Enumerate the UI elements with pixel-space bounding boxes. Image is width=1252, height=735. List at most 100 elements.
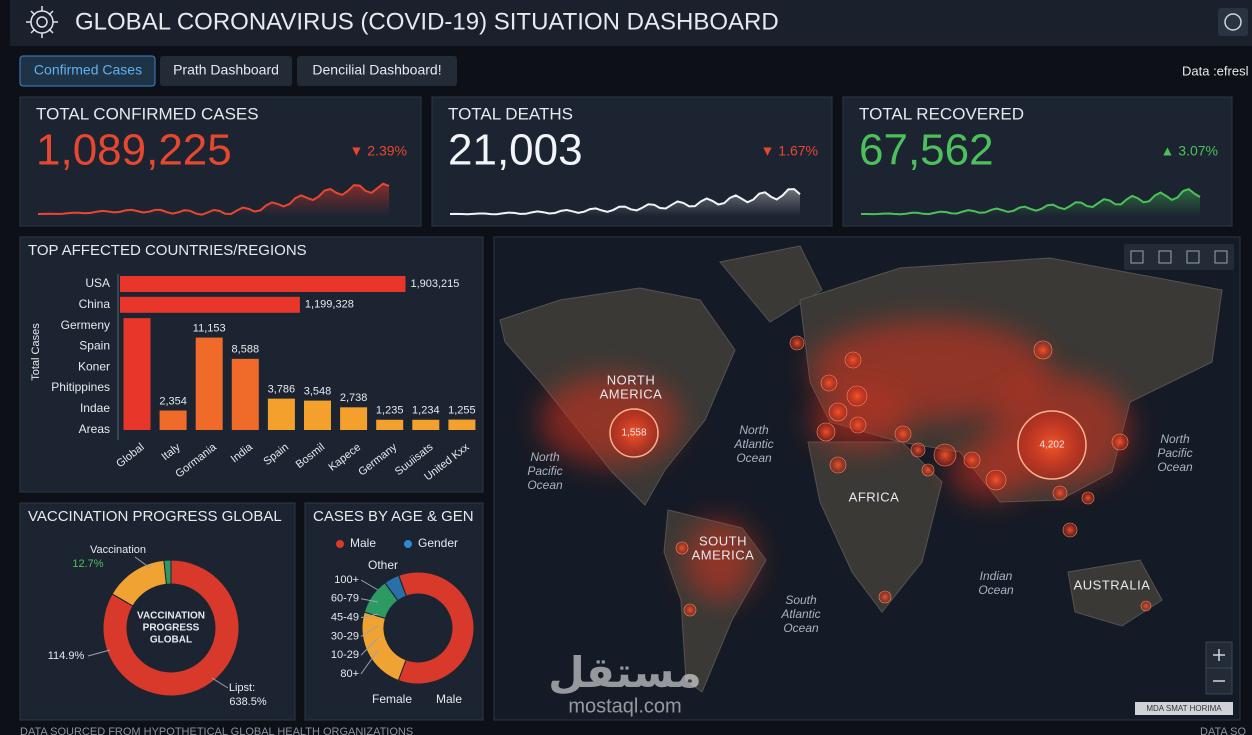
bar bbox=[448, 419, 476, 430]
legend-dot bbox=[336, 540, 344, 548]
ocean-label: Pacific bbox=[1157, 446, 1192, 460]
map-bubble bbox=[894, 425, 912, 443]
value-label: 1,903,215 bbox=[410, 278, 459, 290]
region-label: AFRICA bbox=[849, 489, 900, 504]
bar bbox=[376, 419, 404, 430]
heat-glow bbox=[685, 520, 755, 600]
bubble-label: 1,558 bbox=[621, 428, 646, 439]
slice-label: Vaccination bbox=[90, 544, 146, 556]
value-label: 8,588 bbox=[232, 344, 260, 356]
age-label: 80+ bbox=[340, 668, 359, 680]
bar bbox=[195, 337, 223, 430]
tab-label[interactable]: Prath Dashboard bbox=[173, 62, 279, 78]
ocean-label: South bbox=[785, 593, 817, 607]
sparkline-area bbox=[861, 189, 1200, 216]
sparkline-area bbox=[450, 189, 800, 216]
tab[interactable] bbox=[297, 56, 457, 86]
value-label: 1,235 bbox=[376, 405, 404, 417]
leader-line bbox=[360, 598, 379, 603]
ocean-label: Atlantic bbox=[733, 437, 773, 451]
bar bbox=[412, 419, 440, 430]
dashboard-title: GLOBAL CORONAVIRUS (COVID-19) SITUATION … bbox=[75, 8, 779, 35]
panel-title: TOP AFFECTED COUNTRIES/REGIONS bbox=[28, 242, 307, 259]
attribution-box bbox=[1135, 702, 1233, 715]
tab-active[interactable] bbox=[19, 55, 156, 87]
landmass bbox=[719, 245, 823, 323]
map-bubble bbox=[933, 443, 957, 467]
region-label: AMERICA bbox=[600, 386, 663, 401]
donut-center-label: GLOBAL bbox=[150, 635, 192, 646]
kpi-change: ▲ 3.07% bbox=[1161, 143, 1218, 159]
watermark: mostaql.com bbox=[568, 695, 681, 717]
header-bar bbox=[10, 0, 1252, 46]
kpi-value: 67,562 bbox=[859, 126, 994, 175]
value-label: 3,786 bbox=[268, 384, 296, 396]
kpi-title: TOTAL CONFIRMED CASES bbox=[36, 104, 259, 123]
bar bbox=[120, 276, 406, 292]
refresh-text: Data :efresl bbox=[1182, 63, 1249, 78]
value-label: 11,153 bbox=[193, 322, 226, 334]
region-label: NORTH bbox=[607, 372, 655, 387]
row-label: USA bbox=[85, 276, 110, 290]
map-bubble bbox=[829, 456, 847, 474]
map-bubble-large bbox=[1017, 410, 1087, 480]
bar bbox=[159, 410, 187, 430]
ocean-label: Atlantic bbox=[780, 607, 820, 621]
map-bubble bbox=[789, 335, 805, 351]
kpi-value: 21,003 bbox=[448, 126, 583, 175]
bar bbox=[267, 398, 295, 430]
map-tool-button[interactable] bbox=[1186, 250, 1200, 264]
globe-button[interactable] bbox=[1218, 8, 1248, 36]
ocean-label: North bbox=[530, 450, 560, 464]
region-label: AUSTRALIA bbox=[1074, 577, 1151, 592]
map-toolbar bbox=[1124, 244, 1234, 270]
tab-label[interactable]: Dencilial Dashboard! bbox=[312, 62, 441, 78]
slice-label: Lipst: bbox=[229, 682, 255, 694]
map-tool-button[interactable] bbox=[1130, 250, 1144, 264]
kpi-title: TOTAL RECOVERED bbox=[859, 104, 1024, 123]
tab[interactable] bbox=[160, 56, 292, 86]
sparkline bbox=[37, 182, 390, 216]
map-bubble bbox=[1140, 600, 1152, 612]
map-bubble bbox=[910, 442, 926, 458]
leader-line bbox=[360, 649, 379, 675]
value-label: 1,199,328 bbox=[305, 299, 354, 311]
panel-title: CASES BY AGE & GEN bbox=[313, 508, 474, 525]
value-label: 1,234 bbox=[412, 405, 440, 417]
map-bubble-large bbox=[609, 408, 659, 458]
age-label: Other bbox=[368, 558, 398, 572]
slice-value: 12.7% bbox=[72, 558, 103, 570]
leader-line bbox=[360, 613, 379, 619]
kpi-change: ▼ 1.67% bbox=[761, 143, 818, 159]
region-label: SOUTH bbox=[699, 533, 747, 548]
legend-dot bbox=[404, 540, 412, 548]
region-label: AMERICA bbox=[692, 547, 755, 562]
y-axis-label: Total Cases bbox=[30, 323, 42, 381]
bar bbox=[340, 407, 368, 430]
zoom-out-button[interactable] bbox=[1205, 667, 1233, 695]
donut-segment bbox=[397, 571, 475, 685]
map-bubble bbox=[1081, 491, 1095, 505]
row-label: Areas bbox=[79, 422, 110, 436]
kpi-change: ▼ 2.39% bbox=[350, 143, 407, 159]
ocean-label: Indian bbox=[980, 569, 1013, 583]
ocean-label: Ocean bbox=[1157, 460, 1193, 474]
map-bubble bbox=[1033, 340, 1053, 360]
kpi-value: 1,089,225 bbox=[36, 126, 232, 175]
bar bbox=[231, 358, 259, 430]
map-bubble bbox=[1062, 522, 1078, 538]
value-label: 3,548 bbox=[304, 386, 332, 398]
map-tool-button[interactable] bbox=[1214, 250, 1228, 264]
sparkline bbox=[449, 188, 801, 216]
zoom-icons bbox=[1213, 649, 1225, 682]
tab-label[interactable]: Confirmed Cases bbox=[34, 62, 142, 78]
gender-label: Female bbox=[372, 692, 412, 706]
value-label: 1,255 bbox=[448, 405, 476, 417]
map-bubble bbox=[878, 590, 892, 604]
bubble-label: 4,202 bbox=[1039, 440, 1064, 451]
age-label: 30-29 bbox=[331, 630, 359, 642]
map-tool-button[interactable] bbox=[1158, 250, 1172, 264]
donut-center-label: VACCINATION bbox=[137, 611, 205, 622]
landmass bbox=[807, 441, 943, 613]
row-label: Phitippines bbox=[51, 380, 110, 394]
